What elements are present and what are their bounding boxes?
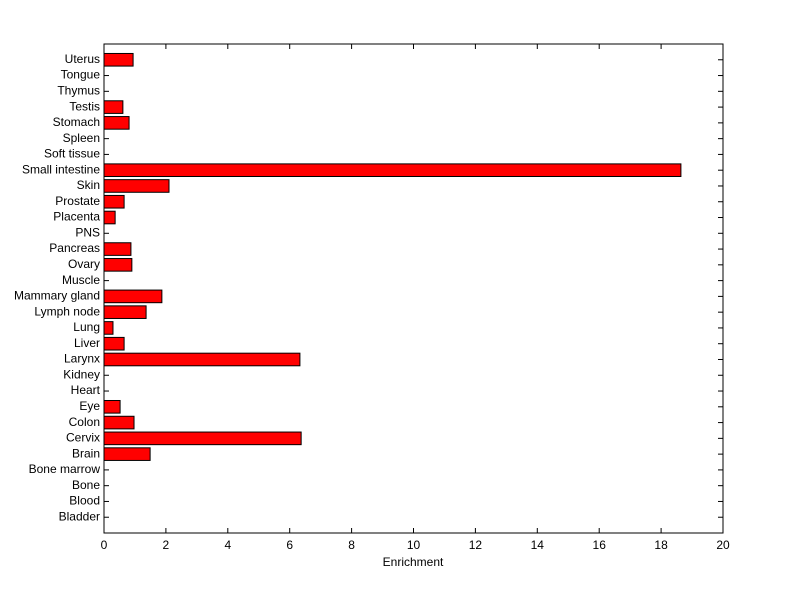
x-tick-label: 8 bbox=[348, 538, 355, 552]
y-tick-label: Bone marrow bbox=[29, 462, 101, 476]
bar bbox=[103, 336, 125, 351]
y-tick-label: Small intestine bbox=[22, 162, 100, 176]
x-tick-label: 10 bbox=[407, 538, 421, 552]
y-tick-label: Eye bbox=[79, 399, 100, 413]
bar bbox=[103, 210, 116, 225]
x-tick-label: 6 bbox=[286, 538, 293, 552]
y-tick-label: Stomach bbox=[53, 115, 100, 129]
y-tick-label: Placenta bbox=[53, 210, 100, 224]
bar bbox=[103, 352, 301, 367]
bar bbox=[103, 194, 125, 209]
y-tick-label: Lung bbox=[73, 320, 100, 334]
bar bbox=[103, 163, 682, 178]
y-tick-label: Soft tissue bbox=[44, 147, 100, 161]
y-tick-label: Testis bbox=[69, 99, 100, 113]
x-tick-label: 20 bbox=[716, 538, 730, 552]
bar bbox=[103, 289, 163, 304]
y-tick-label: Pancreas bbox=[49, 241, 100, 255]
bar bbox=[103, 321, 114, 335]
y-tick-label: Spleen bbox=[63, 131, 100, 145]
y-tick-label: Muscle bbox=[62, 273, 100, 287]
bar bbox=[103, 116, 130, 130]
bar bbox=[103, 100, 124, 114]
bar bbox=[103, 258, 133, 272]
y-tick-label: Blood bbox=[69, 494, 100, 508]
bar bbox=[103, 179, 170, 193]
bar bbox=[103, 52, 134, 67]
y-tick-label: Kidney bbox=[63, 367, 100, 381]
y-tick-label: Ovary bbox=[68, 257, 100, 271]
y-tick-label: Mammary gland bbox=[14, 289, 100, 303]
y-tick-label: Uterus bbox=[65, 52, 100, 66]
x-axis-label: Enrichment bbox=[383, 555, 444, 569]
y-tick-label: Skin bbox=[77, 178, 100, 192]
y-tick-label: Heart bbox=[71, 383, 101, 397]
y-tick-label: Tongue bbox=[61, 68, 101, 82]
bar bbox=[103, 399, 121, 414]
bar bbox=[103, 242, 132, 256]
y-tick-label: Bladder bbox=[59, 509, 100, 523]
bar bbox=[103, 415, 135, 430]
x-tick-label: 4 bbox=[224, 538, 231, 552]
y-tick-label: Thymus bbox=[57, 83, 100, 97]
x-tick-label: 2 bbox=[163, 538, 170, 552]
y-tick-label: Cervix bbox=[66, 431, 100, 445]
y-tick-label: PNS bbox=[75, 225, 100, 239]
x-tick-label: 16 bbox=[593, 538, 607, 552]
y-tick-label: Lymph node bbox=[34, 304, 100, 318]
bar bbox=[103, 447, 151, 461]
y-tick-label: Liver bbox=[74, 336, 100, 350]
x-tick-label: 14 bbox=[531, 538, 545, 552]
x-tick-label: 18 bbox=[654, 538, 668, 552]
y-tick-label: Brain bbox=[72, 446, 100, 460]
plot-frame bbox=[103, 43, 724, 534]
y-tick-label: Prostate bbox=[55, 194, 100, 208]
y-tick-label: Bone bbox=[72, 478, 100, 492]
x-tick-label: 0 bbox=[101, 538, 108, 552]
x-tick-label: 12 bbox=[469, 538, 483, 552]
bar bbox=[103, 431, 302, 446]
y-tick-label: Colon bbox=[69, 415, 100, 429]
bar bbox=[103, 305, 147, 319]
y-tick-label: Larynx bbox=[64, 352, 100, 366]
